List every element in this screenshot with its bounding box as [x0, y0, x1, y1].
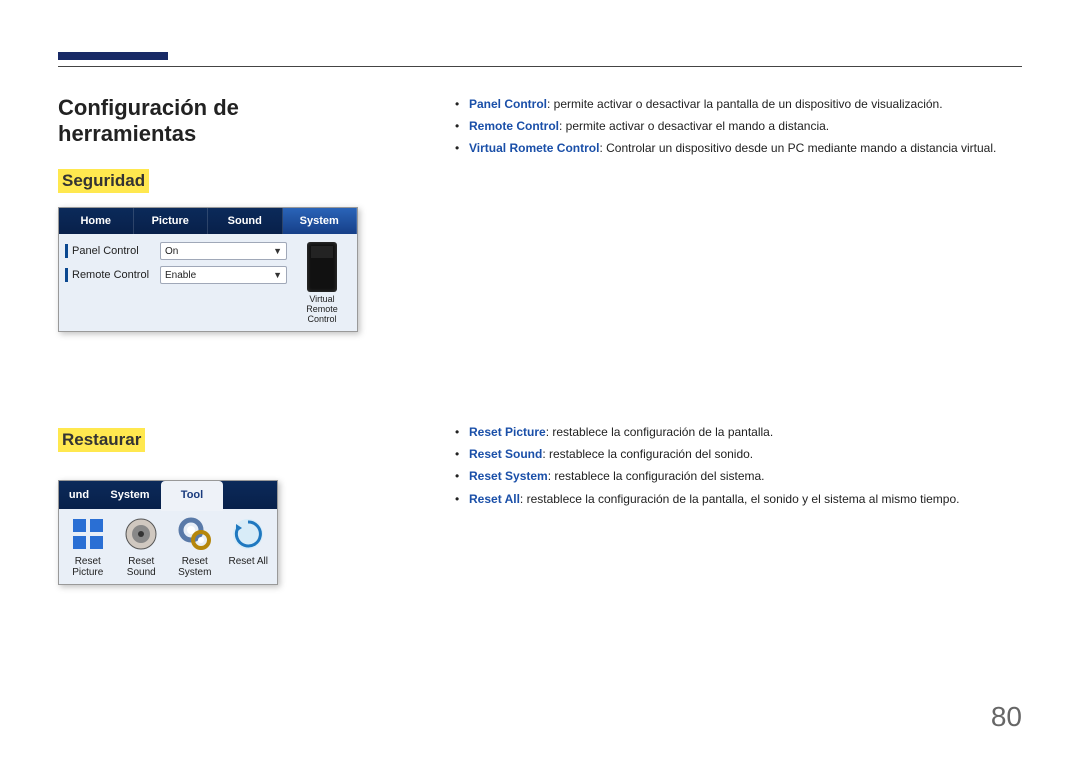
- panel-control-dropdown[interactable]: On ▼: [160, 242, 287, 260]
- remote-control-value: Enable: [165, 270, 196, 281]
- term: Virtual Romete Control: [469, 141, 599, 155]
- security-tabbar: Home Picture Sound System: [59, 208, 357, 234]
- panel-control-label: Panel Control: [65, 244, 160, 258]
- term: Reset Sound: [469, 447, 542, 461]
- reset-all-icon: [229, 515, 267, 553]
- reset-picture-button[interactable]: Reset Picture: [63, 515, 113, 578]
- desc: : restablece la configuración del sistem…: [548, 469, 765, 483]
- tab-system[interactable]: System: [99, 481, 161, 509]
- reset-system-label: Reset System: [170, 556, 220, 578]
- bullet-virtual-remote: Virtual Romete Control: Controlar un dis…: [455, 139, 1020, 158]
- remote-icon: [307, 242, 337, 292]
- chevron-down-icon: ▼: [273, 246, 282, 256]
- term: Reset System: [469, 469, 548, 483]
- term: Remote Control: [469, 119, 559, 133]
- tab-und[interactable]: und: [59, 481, 99, 509]
- reset-descriptions: Reset Picture: restablece la configuraci…: [455, 423, 1000, 512]
- tab-home[interactable]: Home: [59, 208, 134, 234]
- chevron-down-icon: ▼: [273, 270, 282, 280]
- page-title: Configuración de herramientas: [58, 95, 378, 147]
- reset-picture-icon: [69, 515, 107, 553]
- bullet-remote-control: Remote Control: permite activar o desact…: [455, 117, 1020, 136]
- tab-tool[interactable]: Tool: [161, 481, 223, 511]
- virtual-remote-caption: Virtual Remote Control: [293, 295, 351, 325]
- reset-system-icon: [176, 515, 214, 553]
- virtual-remote-button[interactable]: Virtual Remote Control: [293, 242, 351, 325]
- bullet-panel-control: Panel Control: permite activar o desacti…: [455, 95, 1020, 114]
- desc: : Controlar un dispositivo desde un PC m…: [599, 141, 996, 155]
- tab-system[interactable]: System: [283, 208, 358, 234]
- reset-all-button[interactable]: Reset All: [224, 515, 274, 578]
- header-accent-bar: [58, 52, 168, 60]
- desc: : restablece la configuración de la pant…: [546, 425, 773, 439]
- security-section: Seguridad Home Picture Sound System Pane…: [58, 169, 378, 332]
- reset-section: Restaurar und System Tool: [58, 428, 378, 585]
- term: Panel Control: [469, 97, 547, 111]
- desc: : permite activar o desactivar la pantal…: [547, 97, 943, 111]
- desc: : restablece la configuración de la pant…: [520, 492, 960, 506]
- panel-control-value: On: [165, 246, 178, 257]
- reset-picture-label: Reset Picture: [63, 556, 113, 578]
- reset-tabbar: und System Tool: [59, 481, 277, 509]
- tab-sound[interactable]: Sound: [208, 208, 283, 234]
- header-rule: [58, 66, 1022, 67]
- page-number: 80: [991, 701, 1022, 733]
- security-panel: Home Picture Sound System Panel Control …: [58, 207, 358, 332]
- term: Reset Picture: [469, 425, 546, 439]
- desc: : restablece la configuración del sonido…: [542, 447, 753, 461]
- reset-heading: Restaurar: [58, 428, 145, 452]
- security-descriptions: Panel Control: permite activar o desacti…: [455, 95, 1020, 162]
- reset-system-button[interactable]: Reset System: [170, 515, 220, 578]
- bullet-reset-system: Reset System: restablece la configuració…: [455, 467, 1000, 486]
- security-heading: Seguridad: [58, 169, 149, 193]
- reset-sound-label: Reset Sound: [117, 556, 167, 578]
- reset-sound-button[interactable]: Reset Sound: [117, 515, 167, 578]
- desc: : permite activar o desactivar el mando …: [559, 119, 829, 133]
- reset-all-label: Reset All: [224, 556, 274, 567]
- remote-control-dropdown[interactable]: Enable ▼: [160, 266, 287, 284]
- reset-panel: und System Tool Reset Picture: [58, 480, 278, 585]
- remote-control-label: Remote Control: [65, 268, 160, 282]
- left-column: Configuración de herramientas Seguridad …: [58, 95, 378, 585]
- bullet-reset-sound: Reset Sound: restablece la configuración…: [455, 445, 1000, 464]
- term: Reset All: [469, 492, 520, 506]
- bullet-reset-all: Reset All: restablece la configuración d…: [455, 490, 1000, 509]
- bullet-reset-picture: Reset Picture: restablece la configuraci…: [455, 423, 1000, 442]
- tab-picture[interactable]: Picture: [134, 208, 209, 234]
- reset-sound-icon: [122, 515, 160, 553]
